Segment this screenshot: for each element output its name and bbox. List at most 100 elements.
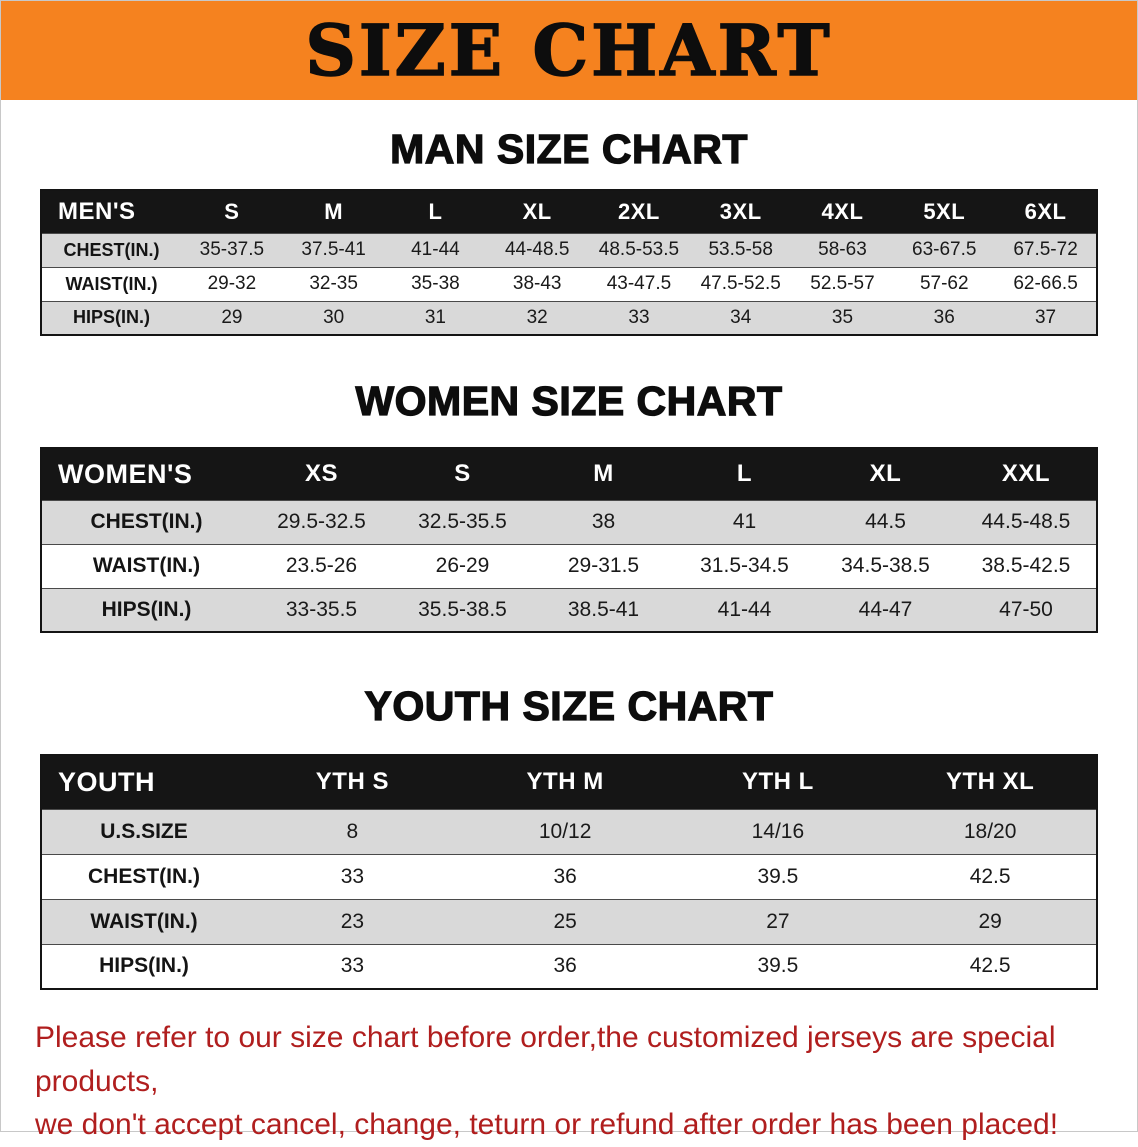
size-value-cell: 14/16	[751, 819, 805, 843]
size-column-header: XL	[522, 198, 552, 224]
size-value-cell: 10/12	[538, 819, 592, 843]
size-value-cell: 23	[340, 909, 365, 933]
size-column-header: S	[454, 460, 471, 488]
size-value-cell: 36	[553, 954, 577, 978]
youth-section-heading: YOUTH SIZE CHART	[364, 682, 774, 729]
measurement-row: U.S.SIZE 8 10/12 14/16 18/20	[41, 809, 1097, 854]
size-value-cell: 35-38	[411, 273, 460, 294]
size-value-cell: 44-48.5	[504, 239, 570, 260]
size-value-cell: 38	[591, 510, 616, 533]
measurement-row: HIPS(IN.) 29 30 31 32 33 34 35 36 37	[41, 301, 1097, 335]
table-header-row: WOMEN'S XS S M L XL XXL	[41, 448, 1097, 500]
men-section-heading: MAN SIZE CHART	[389, 125, 748, 172]
size-value-cell: 53.5-58	[708, 239, 773, 260]
size-value-cell: 35	[831, 306, 854, 328]
men-size-table: MEN'S S M L XL 2XL 3XL 4XL 5XL 6XL CHEST(IN.) 35-37…	[40, 189, 1098, 336]
size-value-cell: 62-66.5	[1013, 273, 1078, 294]
table-corner-label: YOUTH	[58, 766, 155, 797]
size-value-cell: 26-29	[435, 554, 490, 577]
measurement-row: CHEST(IN.) 29.5-32.5 32.5-35.5 38 41 44.5 44.5…	[41, 500, 1097, 544]
size-value-cell: 41-44	[717, 597, 772, 621]
size-value-cell: 34.5-38.5	[841, 554, 930, 577]
measurement-row-label: HIPS(IN.)	[101, 597, 192, 621]
size-value-cell: 52.5-57	[810, 273, 875, 294]
table-header-row: MEN'S S M L XL 2XL 3XL 4XL 5XL 6XL	[41, 190, 1097, 233]
measurement-row: HIPS(IN.) 33-35.5 35.5-38.5 38.5-41 41-44 44-…	[41, 588, 1097, 632]
size-value-cell: 30	[323, 306, 345, 328]
size-value-cell: 44.5-48.5	[981, 510, 1071, 533]
size-value-cell: 33	[340, 954, 365, 978]
youth-size-table: YOUTH YTH S YTH M YTH L YTH XL U.S.SIZE 8 10/12…	[40, 754, 1098, 990]
size-value-cell: 44-47	[858, 597, 913, 621]
size-value-cell: 41-44	[411, 239, 460, 260]
size-value-cell: 8	[346, 819, 359, 843]
table-corner-label: WOMEN'S	[58, 458, 193, 489]
size-value-cell: 34	[730, 306, 752, 328]
size-value-cell: 57-62	[919, 273, 969, 294]
disclaimer-line-1: Please refer to our size chart before or…	[35, 1021, 1056, 1098]
size-value-cell: 29-32	[207, 273, 257, 294]
size-column-header: M	[324, 198, 344, 224]
size-column-header: 3XL	[719, 198, 762, 224]
size-value-cell: 37.5-41	[301, 239, 366, 260]
size-value-cell: 23.5-26	[285, 554, 358, 577]
size-column-header: L	[428, 198, 443, 224]
measurement-row: HIPS(IN.) 33 36 39.5 42.5	[41, 944, 1097, 989]
women-size-table: WOMEN'S XS S M L XL XXL CHEST(IN.) 29.5-32.5 32.5…	[40, 447, 1098, 633]
disclaimer-line-2: we don't accept cancel, change, teturn o…	[35, 1108, 1059, 1141]
size-value-cell: 29.5-32.5	[277, 510, 366, 533]
size-column-header: YTH L	[741, 768, 814, 796]
size-value-cell: 35.5-38.5	[418, 597, 507, 621]
size-column-header: L	[736, 460, 753, 488]
size-value-cell: 32.5-35.5	[418, 510, 507, 533]
size-column-header: S	[224, 198, 240, 224]
size-value-cell: 18/20	[963, 819, 1017, 843]
measurement-row-label: U.S.SIZE	[100, 819, 188, 843]
size-value-cell: 31	[424, 306, 446, 328]
table-header-row: YOUTH YTH S YTH M YTH L YTH XL	[41, 755, 1097, 809]
table-corner-label: MEN'S	[58, 197, 136, 225]
size-chart-banner: SIZE CHART	[1, 1, 1137, 100]
size-value-cell: 44.5	[865, 510, 906, 533]
measurement-row-label: CHEST(IN.)	[88, 864, 200, 888]
size-value-cell: 29	[978, 909, 1002, 933]
size-column-header: YTH S	[315, 768, 389, 796]
size-value-cell: 63-67.5	[912, 239, 977, 260]
measurement-row-label: HIPS(IN.)	[99, 954, 189, 978]
size-value-cell: 41	[732, 510, 757, 533]
measurement-row: WAIST(IN.) 23 25 27 29	[41, 899, 1097, 944]
size-value-cell: 58-63	[818, 239, 867, 260]
size-value-cell: 38-43	[512, 273, 562, 294]
size-column-header: XS	[304, 460, 338, 488]
size-column-header: YTH XL	[945, 768, 1035, 796]
measurement-row-label: WAIST(IN.)	[92, 554, 201, 577]
size-value-cell: 67.5-72	[1013, 239, 1078, 260]
size-value-cell: 47.5-52.5	[700, 273, 781, 294]
measurement-row-label: CHEST(IN.)	[90, 510, 203, 533]
youth-size-chart-section: YOUTH SIZE CHART YOUTH YTH S YTH M YTH L YTH…	[1, 682, 1137, 990]
women-section-heading: WOMEN SIZE CHART	[355, 377, 783, 424]
women-size-chart-section: WOMEN SIZE CHART WOMEN'S XS S M L XL XXL CHEST(…	[1, 377, 1137, 633]
size-value-cell: 29	[221, 306, 243, 328]
size-value-cell: 38.5-41	[567, 597, 640, 621]
size-value-cell: 25	[553, 909, 577, 933]
measurement-row-label: CHEST(IN.)	[63, 239, 160, 260]
size-column-header: 2XL	[618, 198, 660, 224]
size-value-cell: 39.5	[757, 864, 799, 888]
size-value-cell: 27	[766, 909, 790, 933]
size-value-cell: 43-47.5	[606, 273, 672, 294]
size-value-cell: 33-35.5	[285, 597, 358, 621]
measurement-row-label: WAIST(IN.)	[90, 909, 198, 933]
measurement-row-label: WAIST(IN.)	[65, 273, 158, 294]
size-column-header: M	[593, 460, 614, 488]
size-column-header: 4XL	[821, 198, 864, 224]
size-value-cell: 33	[340, 864, 365, 888]
size-value-cell: 37	[1034, 306, 1057, 328]
size-value-cell: 39.5	[757, 954, 799, 978]
size-value-cell: 47-50	[999, 597, 1053, 621]
size-value-cell: 42.5	[969, 954, 1011, 978]
measurement-row: CHEST(IN.) 33 36 39.5 42.5	[41, 854, 1097, 899]
measurement-row: WAIST(IN.) 29-32 32-35 35-38 38-43 43-47.5 47.…	[41, 267, 1097, 301]
size-column-header: XXL	[1001, 460, 1051, 488]
banner-title: SIZE CHART	[305, 8, 833, 93]
